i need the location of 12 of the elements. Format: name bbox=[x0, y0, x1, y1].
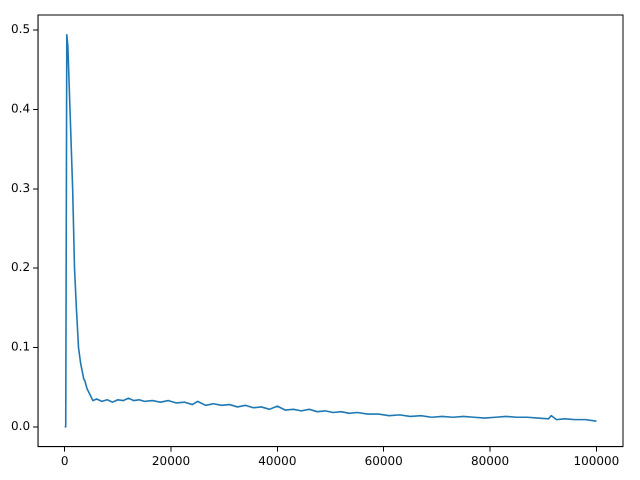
y-tick-label: 0.2 bbox=[10, 260, 30, 274]
y-tick-label: 0.0 bbox=[10, 418, 30, 433]
y-tick-label: 0.3 bbox=[10, 180, 30, 195]
y-tick-label: 0.4 bbox=[10, 102, 30, 116]
x-tick-label: 100000 bbox=[574, 454, 620, 468]
y-tick-label: 0.1 bbox=[10, 340, 30, 354]
x-tick-label: 80000 bbox=[470, 454, 510, 468]
y-tick-label: 0.5 bbox=[10, 22, 30, 36]
x-tick-label: 20000 bbox=[152, 454, 190, 468]
x-tick-label: 0 bbox=[60, 454, 68, 468]
x-tick-label: 40000 bbox=[258, 454, 296, 468]
x-tick-label: 60000 bbox=[364, 454, 403, 468]
